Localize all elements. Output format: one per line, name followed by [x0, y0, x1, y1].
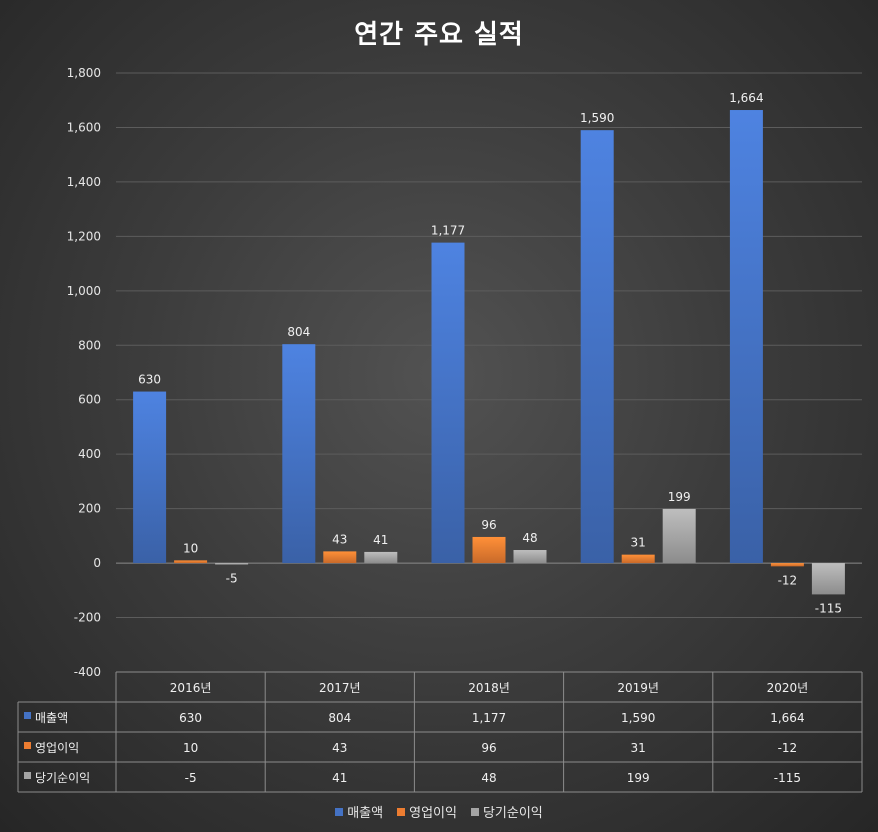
y-tick-label-8: 200 [78, 502, 101, 516]
data-labels: 630 10 -5 804 43 41 1,177 96 48 1,590 31 199 1,664 -1… [138, 91, 842, 615]
data-label-2-1: 41 [373, 533, 388, 547]
data-label-2-3: 199 [668, 490, 691, 504]
bar-2-1 [364, 551, 398, 564]
bar-1-3 [621, 554, 655, 564]
data-label-0-3: 1,590 [580, 111, 614, 125]
bar-2-3 [662, 508, 696, 564]
data-label-1-4: -12 [778, 573, 798, 587]
y-tick-label-11: -400 [74, 665, 101, 679]
table-header-0: 2016년 [170, 681, 212, 695]
legend-label-series-1: 영업이익 [409, 806, 457, 821]
table-header-2: 2018년 [468, 681, 510, 695]
bar-0-4 [729, 110, 763, 564]
bar-2-4 [811, 563, 845, 595]
data-label-1-1: 43 [332, 532, 347, 546]
legend-label-series-0: 매출액 [347, 806, 384, 821]
data-label-0-1: 804 [287, 325, 310, 339]
table-cell-1-1: 43 [332, 741, 347, 755]
table-key-0 [24, 712, 31, 719]
table-cell-1-3: 31 [631, 741, 646, 755]
y-tick-label-6: 600 [78, 393, 101, 407]
data-label-2-4: -115 [815, 601, 842, 615]
y-tick-label-9: 0 [93, 556, 101, 570]
table-cell-2-2: 48 [481, 771, 496, 785]
data-label-0-4: 1,664 [729, 91, 763, 105]
table-cell-0-3: 1,590 [621, 711, 655, 725]
bar-2-0 [215, 563, 249, 565]
legend-item-series-1: 영업이익 [397, 802, 457, 821]
table-header-3: 2019년 [617, 681, 659, 695]
bar-1-1 [323, 551, 357, 564]
table-series-name-1: 영업이익 [35, 741, 79, 755]
y-axis: 1,800 1,600 1,400 1,200 1,000 800 600 400 200 0 -2… [67, 66, 101, 679]
table-cell-0-0: 630 [179, 711, 202, 725]
bar-0-0 [133, 391, 167, 564]
y-tick-label-2: 1,400 [67, 175, 101, 189]
bar-0-2 [431, 242, 465, 564]
bar-0-1 [282, 344, 316, 564]
table-cell-0-4: 1,664 [770, 711, 804, 725]
y-tick-label-3: 1,200 [67, 229, 101, 243]
y-tick-label-1: 1,600 [67, 120, 101, 134]
data-label-2-0: -5 [226, 571, 238, 585]
y-tick-label-10: -200 [74, 611, 101, 625]
legend-label-series-2: 당기순이익 [482, 806, 543, 821]
table-cell-2-4: -115 [774, 771, 801, 785]
legend-item-series-2: 당기순이익 [470, 802, 543, 821]
bar-1-0 [174, 560, 208, 564]
legend: 매출액 영업이익 당기순이익 [0, 802, 878, 821]
table-cell-0-2: 1,177 [472, 711, 506, 725]
table-cell-1-2: 96 [481, 741, 496, 755]
data-label-2-2: 48 [522, 531, 537, 545]
table-cell-1-4: -12 [778, 741, 798, 755]
table-series-name-2: 당기순이익 [35, 771, 90, 785]
legend-swatch-series-2 [470, 807, 479, 816]
y-tick-label-0: 1,800 [67, 66, 101, 80]
bar-1-2 [472, 536, 506, 564]
y-tick-label-4: 1,000 [67, 284, 101, 298]
bars [133, 110, 845, 595]
table-header-1: 2017년 [319, 681, 361, 695]
data-label-1-3: 31 [631, 536, 646, 550]
bar-1-4 [770, 563, 804, 567]
legend-swatch-series-1 [397, 807, 406, 816]
table-header-4: 2020년 [767, 681, 809, 695]
table-cell-2-3: 199 [627, 771, 650, 785]
y-tick-label-5: 800 [78, 338, 101, 352]
bar-0-3 [580, 130, 614, 564]
data-label-0-0: 630 [138, 373, 161, 387]
table-cell-0-1: 804 [328, 711, 351, 725]
legend-swatch-series-0 [335, 807, 344, 816]
table-series-name-0: 매출액 [35, 711, 68, 725]
table-key-2 [24, 772, 31, 779]
y-tick-label-7: 400 [78, 447, 101, 461]
bar-2-2 [513, 550, 547, 564]
legend-item-series-0: 매출액 [335, 802, 383, 821]
data-label-0-2: 1,177 [431, 224, 465, 238]
table-cell-2-0: -5 [185, 771, 197, 785]
table-key-1 [24, 742, 31, 749]
table-cell-2-1: 41 [332, 771, 347, 785]
chart-title: 연간 주요 실적 [354, 20, 524, 50]
table-cell-1-0: 10 [183, 741, 198, 755]
data-label-1-2: 96 [481, 518, 496, 532]
data-label-1-0: 10 [183, 541, 198, 555]
